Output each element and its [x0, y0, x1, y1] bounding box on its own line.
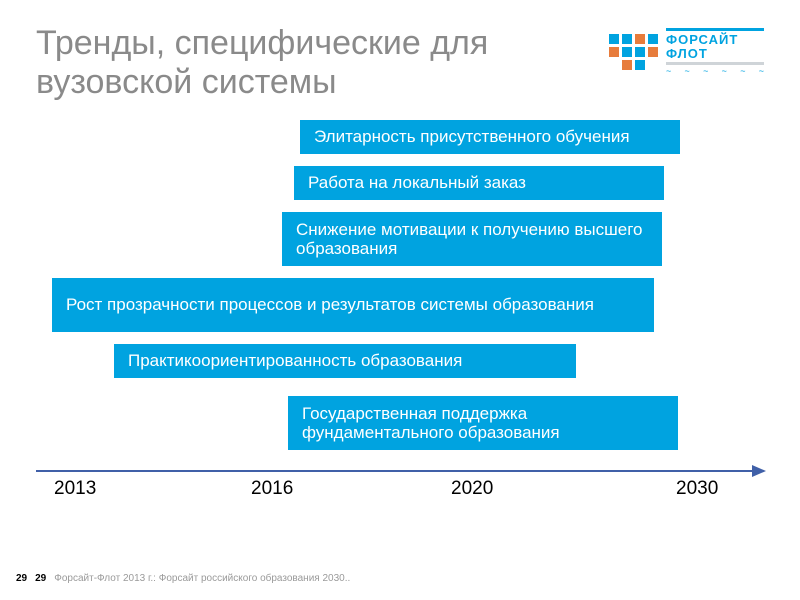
- logo-square-icon: [609, 47, 619, 57]
- timeline-diagram: Элитарность присутственного обучения Рабо…: [36, 120, 764, 500]
- logo-square-icon: [648, 60, 658, 70]
- axis-tick-label: 2030: [676, 478, 718, 500]
- logo-square-icon: [609, 60, 619, 70]
- logo-wave-icon: ~~~~~~: [666, 66, 764, 76]
- page-number-dup: 29: [35, 573, 46, 584]
- logo-text-line1: ФОРСАЙТ: [666, 33, 764, 47]
- logo-square-icon: [635, 34, 645, 44]
- axis-tick-label: 2016: [251, 478, 293, 500]
- footer-text: Форсайт-Флот 2013 г.: Форсайт российског…: [54, 573, 350, 584]
- page-number: 29: [16, 573, 27, 584]
- page-title: Тренды, специфические для вузовской сист…: [36, 24, 556, 102]
- logo-grid-icon: [609, 34, 658, 70]
- logo-square-icon: [648, 47, 658, 57]
- logo-square-icon: [635, 60, 645, 70]
- trend-bar: Практикоориентированность образования: [114, 344, 576, 378]
- logo-square-icon: [609, 34, 619, 44]
- logo-square-icon: [648, 34, 658, 44]
- logo-square-icon: [622, 34, 632, 44]
- logo-square-icon: [635, 47, 645, 57]
- trend-bar: Государственная поддержка фундаментально…: [288, 396, 678, 450]
- logo: ФОРСАЙТ ФЛОТ ~~~~~~: [609, 24, 764, 76]
- trend-bar: Снижение мотивации к получению высшего о…: [282, 212, 662, 266]
- axis-tick-label: 2020: [451, 478, 493, 500]
- trend-bar: Рост прозрачности процессов и результато…: [52, 278, 654, 332]
- timeline-axis: [36, 470, 754, 472]
- logo-text-line2: ФЛОТ: [666, 47, 764, 61]
- axis-tick-label: 2013: [54, 478, 96, 500]
- logo-square-icon: [622, 60, 632, 70]
- trend-bar: Элитарность присутственного обучения: [300, 120, 680, 154]
- footer: 29 29 Форсайт-Флот 2013 г.: Форсайт росс…: [16, 573, 350, 584]
- logo-square-icon: [622, 47, 632, 57]
- arrow-right-icon: [752, 465, 766, 477]
- trend-bar: Работа на локальный заказ: [294, 166, 664, 200]
